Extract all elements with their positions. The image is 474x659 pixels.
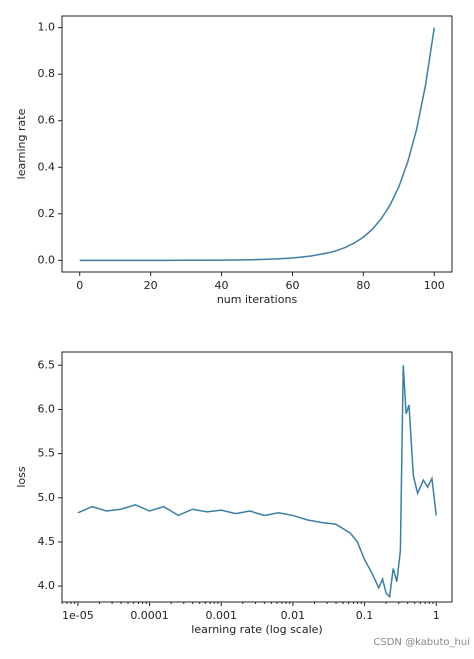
line xyxy=(77,365,437,599)
x-tick-label: 0 xyxy=(76,279,83,292)
y-tick-label: 4.5 xyxy=(38,535,56,548)
y-tick-label: 0.6 xyxy=(38,114,56,127)
y-tick-label: 6.0 xyxy=(38,402,56,415)
x-tick-label: 100 xyxy=(424,279,445,292)
x-tick-label: 0.0001 xyxy=(130,609,169,622)
plot-frame xyxy=(61,351,453,603)
y-tick-label: 1.0 xyxy=(38,21,56,34)
y-tick-label: 6.5 xyxy=(38,358,56,371)
y-axis-label: learning rate xyxy=(15,108,28,179)
x-tick-label: 80 xyxy=(356,279,370,292)
y-tick-label: 0.2 xyxy=(38,207,56,220)
watermark: CSDN @kabuto_hui xyxy=(373,637,470,648)
y-tick-label: 4.0 xyxy=(38,579,56,592)
x-axis-label: learning rate (log scale) xyxy=(191,623,322,636)
x-tick-label: 60 xyxy=(285,279,299,292)
y-tick-label: 5.5 xyxy=(38,447,56,460)
y-axis-label: loss xyxy=(15,466,28,488)
x-tick-label: 0.1 xyxy=(356,609,374,622)
y-tick-label: 0.8 xyxy=(38,67,56,80)
x-tick-label: 0.01 xyxy=(281,609,306,622)
x-axis-label: num iterations xyxy=(217,293,298,306)
x-tick-label: 20 xyxy=(144,279,158,292)
y-tick-label: 0.4 xyxy=(38,160,56,173)
plot-frame xyxy=(61,15,453,273)
x-tick-label: 40 xyxy=(215,279,229,292)
y-tick-label: 0.0 xyxy=(38,253,56,266)
x-tick-label: 0.001 xyxy=(205,609,237,622)
y-tick-label: 5.0 xyxy=(38,491,56,504)
x-tick-label: 1e-05 xyxy=(62,609,94,622)
x-tick-label: 1 xyxy=(433,609,440,622)
line xyxy=(79,27,436,262)
